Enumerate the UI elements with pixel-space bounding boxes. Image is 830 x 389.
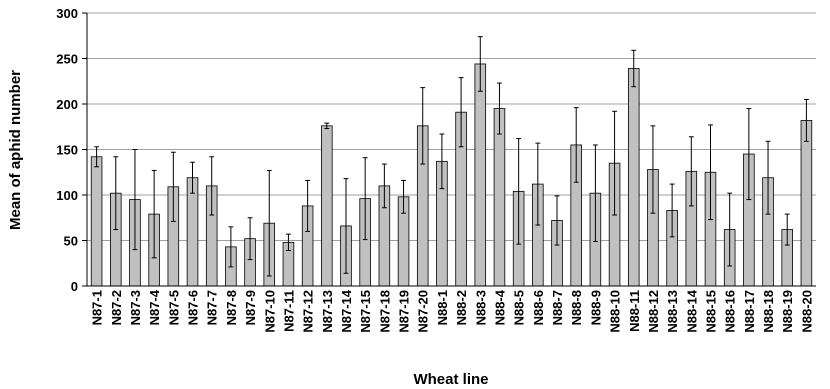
x-tick-label: N88-15 xyxy=(703,290,718,333)
bar-N88-3 xyxy=(474,63,487,287)
x-tick-label: N87-15 xyxy=(358,290,373,333)
x-tick-label: N87-11 xyxy=(281,290,296,332)
y-tick-label: 200 xyxy=(56,97,78,112)
x-tick-label: N87-18 xyxy=(377,290,392,333)
x-tick-label: N88-11 xyxy=(627,290,642,332)
x-tick-label: N87-14 xyxy=(339,289,354,332)
bar-N87-13 xyxy=(321,125,333,287)
x-tick-label: N88-7 xyxy=(550,290,565,325)
x-tick-label: N88-6 xyxy=(531,290,546,325)
x-tick-label: N88-3 xyxy=(473,290,488,325)
x-tick-label: N88-20 xyxy=(799,290,814,333)
y-tick-label: 0 xyxy=(71,279,78,294)
x-tick-label: N88-10 xyxy=(608,290,623,333)
x-tick-label: N88-12 xyxy=(646,290,661,333)
x-tick-label: N87-4 xyxy=(147,289,162,325)
x-tick-label: N87-1 xyxy=(90,290,105,325)
y-tick-label: 100 xyxy=(56,188,78,203)
x-tick-label: N87-9 xyxy=(243,290,258,325)
x-tick-label: N87-13 xyxy=(320,290,335,333)
x-tick-label: N88-17 xyxy=(742,290,757,333)
x-tick-label: N88-1 xyxy=(435,290,450,325)
y-tick-label: 150 xyxy=(56,143,78,158)
bar-N87-1 xyxy=(90,156,103,287)
error-bars xyxy=(94,36,809,277)
bar-N88-4 xyxy=(493,108,506,287)
y-axis-title: Mean of aphid number xyxy=(7,70,24,230)
x-tick-label: N88-18 xyxy=(761,290,776,333)
y-tick-labels: 0 50 100 150 200 250 300 xyxy=(56,6,78,294)
x-tick-label: N88-19 xyxy=(780,290,795,333)
bars xyxy=(90,63,813,287)
x-tick-label: N88-9 xyxy=(588,290,603,325)
bar-N88-11 xyxy=(627,68,640,287)
x-tick-label: N87-6 xyxy=(186,290,201,325)
x-tick-label: N88-8 xyxy=(569,290,584,325)
x-tick-label: N87-10 xyxy=(262,290,277,333)
x-tick-label: N87-8 xyxy=(224,290,239,325)
x-tick-labels: N87-1 N87-2 N87-3 N87-4 N87-5 N87-6 N87-7 N87-8… xyxy=(90,289,815,332)
x-tick-label: N88-16 xyxy=(723,290,738,333)
axes xyxy=(82,12,816,287)
x-tick-label: N87-3 xyxy=(128,290,143,325)
x-tick-label: N87-5 xyxy=(166,290,181,325)
y-tick-label: 50 xyxy=(64,234,78,249)
x-tick-label: N87-20 xyxy=(416,290,431,333)
x-tick-label: N88-14 xyxy=(684,289,699,332)
x-tick-label: N88-4 xyxy=(492,289,507,325)
x-tick-label: N87-12 xyxy=(301,290,316,333)
y-tick-label: 300 xyxy=(56,6,78,21)
y-tick-label: 250 xyxy=(56,52,78,67)
bar-N87-6 xyxy=(186,177,199,287)
x-axis-title: Wheat line xyxy=(413,371,488,388)
x-tick-label: N88-2 xyxy=(454,290,469,325)
x-tick-label: N88-5 xyxy=(512,290,527,325)
x-tick-label: N88-13 xyxy=(665,290,680,333)
x-tick-label: N87-2 xyxy=(109,290,124,325)
x-tick-label: N87-7 xyxy=(205,290,220,325)
x-tick-label: N87-19 xyxy=(397,290,412,333)
bar-N88-20 xyxy=(800,119,813,287)
